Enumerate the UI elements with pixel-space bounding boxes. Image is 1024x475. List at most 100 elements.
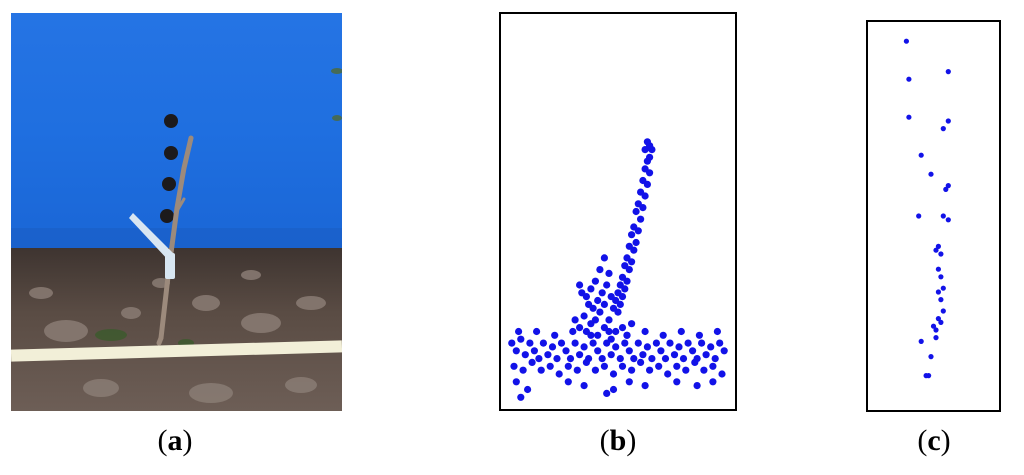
scatter-point-c-15 <box>938 251 944 257</box>
scatter-point-b-60 <box>594 331 602 339</box>
scatter-point-c-7 <box>928 171 934 177</box>
scatter-point-c-10 <box>916 213 922 219</box>
scatter-plot-c <box>903 38 951 379</box>
scatter-point-b-65 <box>628 320 636 328</box>
scatter-point-c-8 <box>943 186 949 192</box>
scatter-point-b-106 <box>689 347 697 355</box>
scatter-point-b-81 <box>576 351 584 359</box>
scatter-point-b-84 <box>589 339 597 347</box>
scatter-point-b-86 <box>598 355 606 363</box>
caption-letter-b: b <box>609 424 627 457</box>
scatter-point-b-89 <box>612 343 620 351</box>
scatter-point-b-137 <box>718 370 726 378</box>
scatter-point-b-125 <box>609 370 618 378</box>
scatter-point-b-102 <box>670 351 679 359</box>
scatter-point-c-2 <box>945 69 951 75</box>
scatter-point-c-21 <box>940 308 946 314</box>
scatter-point-b-74 <box>544 351 552 359</box>
scatter-point-c-23 <box>930 323 937 329</box>
scatter-point-c-9 <box>945 183 951 189</box>
scatter-point-b-117 <box>537 366 545 374</box>
scatter-point-b-146 <box>659 331 667 339</box>
scatter-point-b-156 <box>641 382 649 390</box>
scatter-point-b-77 <box>557 339 566 347</box>
scatter-point-b-99 <box>657 347 665 355</box>
scatter-point-b-109 <box>702 351 710 359</box>
scatter-point-b-90 <box>616 355 624 363</box>
scatter-point-b-39 <box>591 277 599 285</box>
scatter-point-b-151 <box>524 385 532 394</box>
scatter-point-b-147 <box>677 327 685 336</box>
scatter-point-b-15 <box>637 215 645 223</box>
scatter-point-b-157 <box>673 378 681 386</box>
scatter-point-c-25 <box>938 319 944 325</box>
scatter-point-b-19 <box>632 238 640 247</box>
scatter-point-b-27 <box>623 277 631 285</box>
scatter-point-b-123 <box>591 366 599 374</box>
scatter-point-b-46 <box>600 300 608 308</box>
scatter-point-b-91 <box>621 339 629 347</box>
scatter-point-b-93 <box>630 355 638 363</box>
scatter-point-b-35 <box>614 308 622 316</box>
scatter-point-b-62 <box>576 324 584 332</box>
scatter-point-b-132 <box>673 362 681 370</box>
scatter-point-c-13 <box>935 243 941 249</box>
scatter-point-b-136 <box>709 362 717 370</box>
scatter-point-c-12 <box>945 217 951 223</box>
scatter-point-b-160 <box>517 393 525 401</box>
scatter-point-b-42 <box>598 289 606 297</box>
scatter-point-b-128 <box>637 358 645 366</box>
scatter-point-b-51 <box>596 308 604 316</box>
scatter-point-c-3 <box>906 114 912 120</box>
scatter-point-b-127 <box>628 366 636 374</box>
scatter-point-b-134 <box>691 358 699 366</box>
scatter-point-b-9 <box>643 180 651 188</box>
scatter-point-c-26 <box>918 338 924 344</box>
plant-stem <box>156 135 194 346</box>
scatter-point-b-152 <box>564 378 572 386</box>
leaf <box>331 68 342 121</box>
peg-hole <box>164 114 178 128</box>
scatter-point-b-95 <box>639 351 647 359</box>
scatter-point-b-116 <box>528 358 536 366</box>
scatter-point-b-45 <box>594 296 602 305</box>
scatter-point-b-135 <box>700 366 708 374</box>
scatter-point-b-153 <box>580 382 588 390</box>
scatter-point-b-98 <box>652 339 660 347</box>
rocks <box>29 270 326 403</box>
scatter-point-b-13 <box>639 204 647 212</box>
point-cloud-c <box>866 20 1001 412</box>
scatter-point-b-11 <box>641 192 649 200</box>
scatter-point-b-131 <box>664 370 672 378</box>
scatter-point-b-122 <box>582 358 590 366</box>
scatter-point-b-14 <box>632 207 640 216</box>
peg-hole <box>162 177 176 191</box>
scatter-point-b-159 <box>709 378 717 386</box>
scatter-point-b-71 <box>530 347 538 355</box>
scatter-point-b-138 <box>515 327 523 336</box>
scatter-point-b-78 <box>562 347 570 355</box>
scatter-point-b-7 <box>646 169 654 177</box>
scatter-point-b-130 <box>655 362 663 370</box>
scatter-point-c-14 <box>933 247 939 253</box>
scatter-point-b-104 <box>679 355 688 363</box>
scatter-point-b-100 <box>661 355 670 363</box>
scatter-point-b-149 <box>713 327 721 336</box>
scatter-plot-b <box>508 138 728 401</box>
scatter-point-b-49 <box>578 289 586 297</box>
scatter-point-b-120 <box>564 362 572 370</box>
photo-panel <box>11 13 342 411</box>
scatter-point-b-33 <box>616 300 624 308</box>
scatter-point-b-88 <box>607 351 615 359</box>
measuring-tape <box>11 340 342 362</box>
scatter-point-b-37 <box>596 266 604 274</box>
scatter-point-b-54 <box>605 316 613 324</box>
plant-photo <box>11 13 342 411</box>
scatter-point-b-148 <box>695 331 703 339</box>
scatter-point-b-108 <box>698 339 706 347</box>
scatter-point-b-94 <box>634 339 642 347</box>
scatter-point-b-126 <box>618 362 627 370</box>
scatter-point-b-124 <box>600 362 608 370</box>
scatter-point-c-19 <box>935 289 941 295</box>
scatter-point-c-6 <box>918 152 924 158</box>
